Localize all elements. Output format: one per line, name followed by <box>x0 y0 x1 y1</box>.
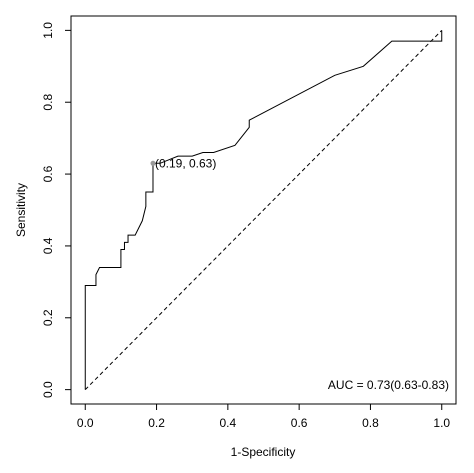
x-axis-title: 1-Specificity <box>231 445 296 459</box>
y-tick-label: 0.4 <box>41 237 55 254</box>
y-tick-label: 0.6 <box>41 165 55 182</box>
x-tick-label: 0.0 <box>77 416 94 430</box>
reference-line <box>84 30 443 390</box>
optimal-point <box>150 160 156 166</box>
y-tick-label: 0.8 <box>41 94 55 111</box>
x-tick-label: 0.4 <box>220 416 237 430</box>
auc-text: AUC = 0.73(0.63-0.83) <box>328 378 449 392</box>
roc-curve <box>84 30 443 390</box>
x-tick-label: 0.8 <box>362 416 379 430</box>
y-tick-label: 0.2 <box>41 309 55 326</box>
x-tick-label: 0.6 <box>291 416 308 430</box>
plot-frame <box>70 15 457 405</box>
x-tick-label: 1.0 <box>433 416 450 430</box>
y-tick-label: 0.0 <box>41 381 55 398</box>
x-tick-label: 0.2 <box>148 416 165 430</box>
y-axis-title: Sensitivity <box>14 183 28 237</box>
point-label: (0.19, 0.63) <box>155 156 216 170</box>
y-tick-label: 1.0 <box>41 22 55 39</box>
